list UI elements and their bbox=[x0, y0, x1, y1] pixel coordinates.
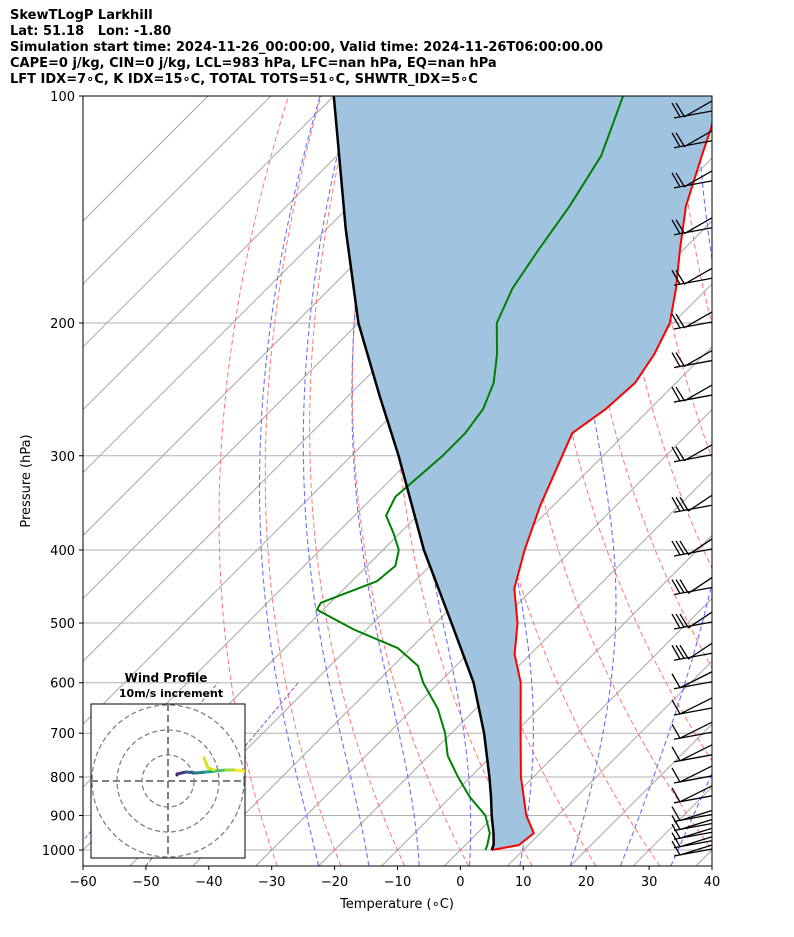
y-tick-label: 1000 bbox=[42, 844, 75, 859]
wind-barb bbox=[671, 130, 713, 149]
isotherm-gridline bbox=[83, 96, 335, 348]
wind-barbs bbox=[671, 100, 713, 857]
wind-barb bbox=[671, 806, 713, 823]
wind-barb bbox=[671, 832, 713, 849]
x-tick-label: −20 bbox=[321, 875, 348, 890]
wind-barb bbox=[671, 823, 713, 840]
x-tick-label: 10 bbox=[515, 875, 532, 890]
x-tick-label: 20 bbox=[578, 875, 595, 890]
dry-adiabat bbox=[711, 96, 712, 103]
wind-barb bbox=[671, 815, 713, 832]
isotherm-gridline bbox=[255, 408, 712, 866]
y-tick-label: 700 bbox=[50, 727, 75, 742]
x-tick-label: −40 bbox=[195, 875, 222, 890]
wind-barb bbox=[671, 349, 713, 369]
time-line: Simulation start time: 2024-11-26_00:00:… bbox=[10, 40, 603, 55]
moist-adiabat bbox=[302, 96, 370, 866]
y-axis-label: Pressure (hPa) bbox=[19, 434, 34, 527]
wind-barb bbox=[671, 170, 713, 189]
wind-barb bbox=[671, 576, 713, 596]
y-tick-label: 200 bbox=[50, 317, 75, 332]
wind-barb bbox=[671, 100, 713, 119]
isotherm-gridline bbox=[569, 723, 712, 866]
wind-barb bbox=[671, 217, 713, 236]
dry-adiabat bbox=[218, 96, 289, 866]
hodograph-segment bbox=[175, 770, 188, 776]
wind-barb bbox=[671, 744, 713, 763]
hodograph-segment bbox=[214, 768, 228, 773]
hodograph-segment bbox=[184, 770, 198, 775]
isotherm-gridline bbox=[318, 471, 712, 866]
x-tick-label: 0 bbox=[456, 875, 464, 890]
wind-barb bbox=[671, 785, 713, 804]
x-tick-label: −60 bbox=[69, 875, 96, 890]
dry-adiabat bbox=[745, 96, 794, 866]
moist-adiabat bbox=[258, 96, 321, 866]
chart-title: SkewTLogP Larkhill bbox=[10, 8, 153, 23]
x-axis: −60 −50 −40 −30 −20 −10 0 10 20 30 40 bbox=[69, 866, 720, 890]
hodograph-segment bbox=[194, 770, 208, 775]
y-tick-label: 300 bbox=[50, 450, 75, 465]
y-tick-label: 500 bbox=[50, 617, 75, 632]
isotherm-gridline bbox=[83, 96, 398, 411]
y-tick-label: 900 bbox=[50, 810, 75, 825]
wind-profile-title: Wind Profile bbox=[125, 671, 208, 685]
isotherm-gridline bbox=[506, 660, 712, 866]
wind-barb bbox=[671, 671, 713, 690]
isotherm-gridline bbox=[83, 96, 460, 474]
wind-barb bbox=[671, 384, 713, 403]
y-tick-label: 600 bbox=[50, 677, 75, 692]
chart-header: SkewTLogP Larkhill Lat: 51.18 Lon: -1.80… bbox=[10, 8, 603, 88]
dry-adiabat bbox=[351, 96, 469, 866]
location-line: Lat: 51.18 Lon: -1.80 bbox=[10, 24, 172, 39]
y-axis: 100 200 300 400 500 600 700 800 900 1000 bbox=[42, 90, 83, 859]
x-axis-label: Temperature (∘C) bbox=[339, 897, 454, 912]
x-tick-label: 40 bbox=[704, 875, 721, 890]
parcel-temperature-shading bbox=[333, 96, 712, 850]
dewpoint-line bbox=[316, 96, 625, 851]
x-tick-label: −10 bbox=[384, 875, 411, 890]
y-tick-label: 400 bbox=[50, 544, 75, 559]
wind-profile-ring bbox=[91, 704, 245, 858]
x-tick-label: −50 bbox=[132, 875, 159, 890]
wind-barb bbox=[671, 267, 713, 286]
x-tick-label: −30 bbox=[258, 875, 285, 890]
x-tick-label: 30 bbox=[641, 875, 658, 890]
moist-adiabat bbox=[670, 772, 712, 866]
isotherm-gridline bbox=[444, 597, 712, 866]
indices-line-1: CAPE=0 j/kg, CIN=0 j/kg, LCL=983 hPa, LF… bbox=[10, 56, 497, 71]
wind-barb bbox=[671, 538, 713, 557]
isotherm-gridline bbox=[83, 96, 272, 285]
dry-adiabat bbox=[309, 96, 406, 866]
wind-barb bbox=[671, 765, 713, 784]
dry-adiabat bbox=[264, 96, 342, 866]
hodograph-segment bbox=[234, 768, 245, 773]
wind-barb bbox=[671, 494, 713, 513]
moist-adiabat bbox=[351, 96, 420, 866]
dry-adiabat bbox=[646, 96, 712, 460]
temperature-line bbox=[491, 118, 712, 851]
parcel-line bbox=[332, 96, 495, 851]
wind-barb bbox=[671, 697, 713, 716]
indices-line-2: LFT IDX=7∘C, K IDX=15∘C, TOTAL TOTS=51∘C… bbox=[10, 72, 478, 87]
wind-profile-subtitle: 10m/s increment bbox=[119, 687, 223, 700]
wind-barb bbox=[671, 311, 713, 330]
isotherm-gridline bbox=[192, 346, 712, 866]
wind-barb bbox=[671, 611, 713, 630]
y-tick-label: 100 bbox=[50, 90, 75, 105]
profile-lines bbox=[316, 96, 712, 851]
hodograph-segment bbox=[202, 756, 216, 772]
cin-shading bbox=[333, 96, 712, 850]
y-tick-label: 800 bbox=[50, 771, 75, 786]
wind-profile-inset: Wind Profile 10m/s increment bbox=[90, 671, 246, 859]
wind-barb bbox=[671, 721, 713, 740]
wind-barb bbox=[671, 444, 713, 463]
wind-barb bbox=[671, 642, 713, 661]
moist-adiabat bbox=[721, 96, 794, 866]
dry-adiabat bbox=[777, 96, 794, 866]
moist-adiabat bbox=[619, 96, 712, 866]
